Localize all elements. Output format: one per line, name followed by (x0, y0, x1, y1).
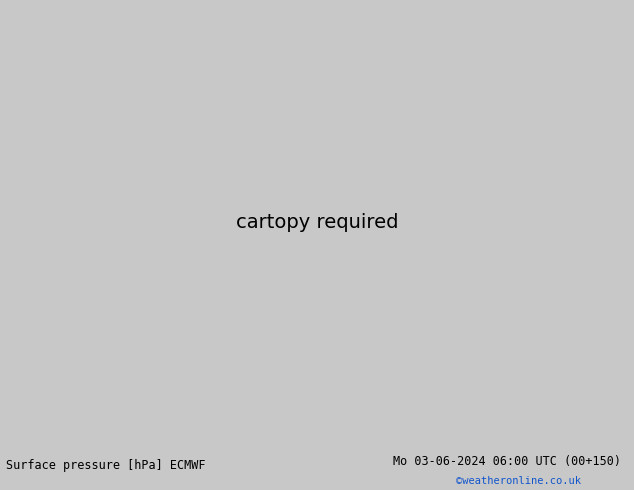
Text: Mo 03-06-2024 06:00 UTC (00+150): Mo 03-06-2024 06:00 UTC (00+150) (393, 455, 621, 468)
Text: ©weatheronline.co.uk: ©weatheronline.co.uk (456, 476, 581, 486)
Text: cartopy required: cartopy required (236, 214, 398, 232)
Text: Surface pressure [hPa] ECMWF: Surface pressure [hPa] ECMWF (6, 459, 206, 472)
